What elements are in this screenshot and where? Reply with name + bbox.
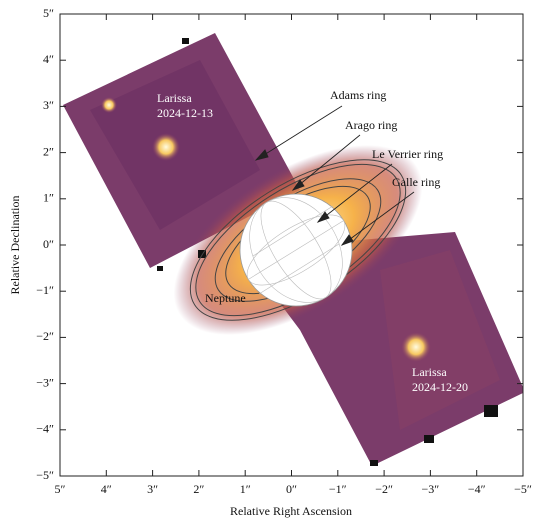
x-tick-label: −2″ [375, 482, 393, 496]
y-tick-label: −2″ [36, 329, 54, 343]
y-tick-label: 4″ [43, 52, 54, 66]
planet [239, 193, 353, 307]
arrows [254, 105, 415, 246]
y-tick-label: −1″ [36, 283, 54, 297]
annotation: Le Verrier ring [372, 147, 443, 161]
x-tick-label: 0″ [286, 482, 297, 496]
x-tick-label: −4″ [468, 482, 486, 496]
x-tick-label: 4″ [101, 482, 112, 496]
x-tick-label: −1″ [329, 482, 347, 496]
x-tick-label: 2″ [193, 482, 204, 496]
annotation: Arago ring [345, 118, 397, 132]
y-tick-label: 3″ [43, 98, 54, 112]
x-tick-label: 1″ [240, 482, 251, 496]
y-tick-label: 1″ [43, 191, 54, 205]
annotation: Adams ring [330, 88, 386, 102]
annotation: Neptune [205, 291, 246, 305]
annotation: Galle ring [392, 175, 440, 189]
y-tick-label: 0″ [43, 237, 54, 251]
x-tick-label: −5″ [514, 482, 532, 496]
x-tick-label: 3″ [147, 482, 158, 496]
annotation: Larissa [157, 91, 192, 105]
x-tick-label: −3″ [422, 482, 440, 496]
y-axis-label: Relative Declination [8, 196, 22, 295]
annotation: 2024-12-13 [157, 106, 213, 120]
y-tick-label: −3″ [36, 375, 54, 389]
y-tick-label: −5″ [36, 468, 54, 482]
x-tick-label: 5″ [55, 482, 66, 496]
y-tick-label: 2″ [43, 144, 54, 158]
y-tick-label: −4″ [36, 422, 54, 436]
annotation: 2024-12-20 [412, 380, 468, 394]
annotation: Larissa [412, 365, 447, 379]
y-tick-label: 5″ [43, 6, 54, 20]
x-axis-label: Relative Right Ascension [230, 504, 352, 518]
